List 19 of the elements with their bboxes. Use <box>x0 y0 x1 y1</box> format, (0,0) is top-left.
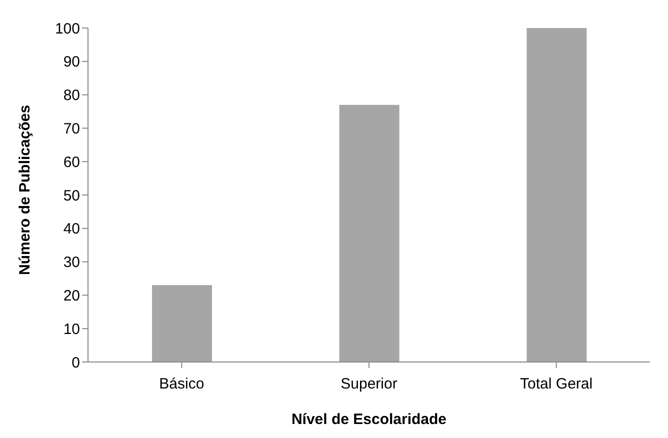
x-tick-label: Total Geral <box>520 376 593 393</box>
y-tick-label: 10 <box>63 320 80 338</box>
y-tick-label: 90 <box>63 54 80 71</box>
x-tick-label: Básico <box>159 376 204 393</box>
y-tick-label: 60 <box>63 154 80 171</box>
y-axis-title: Número de Publicações <box>16 104 34 275</box>
y-tick-label: 70 <box>63 120 80 138</box>
y-tick-label: 80 <box>63 87 80 104</box>
y-tick-label: 40 <box>63 220 80 238</box>
y-tick-label: 100 <box>54 20 80 38</box>
x-axis-title: Nível de Escolaridade <box>291 411 447 428</box>
y-tick-label: 30 <box>63 254 80 272</box>
bar <box>152 285 212 362</box>
y-tick-label: 0 <box>72 354 80 372</box>
x-tick-label: Superior <box>340 376 398 393</box>
y-tick-label: 50 <box>63 187 80 204</box>
bar <box>526 28 587 362</box>
y-tick-label: 20 <box>63 288 80 305</box>
bar <box>339 104 400 362</box>
